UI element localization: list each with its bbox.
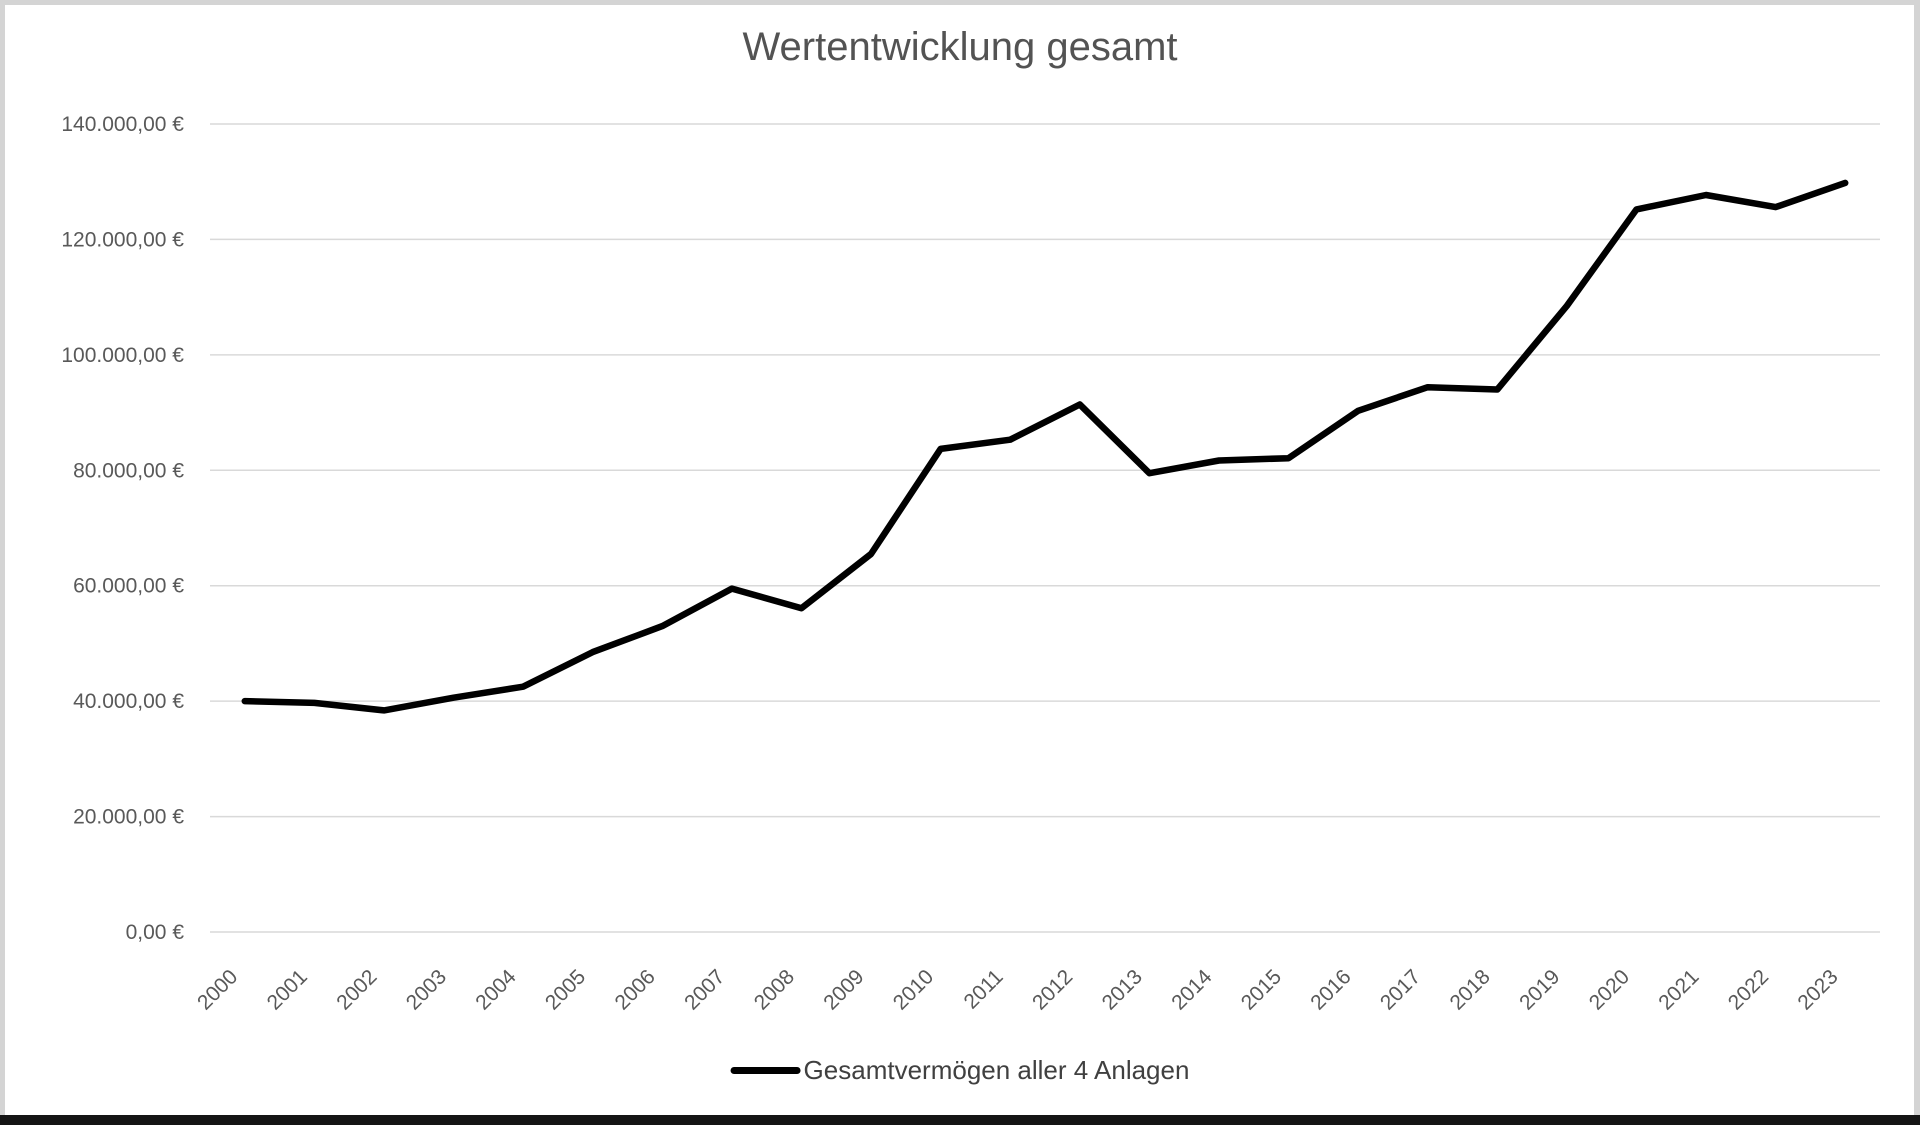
legend: Gesamtvermögen aller 4 Anlagen [730,1054,1190,1086]
x-tick-label: 2008 [750,965,799,1014]
y-tick-label: 20.000,00 € [73,806,184,829]
x-tick-label: 2009 [819,965,868,1014]
y-tick-label: 100.000,00 € [61,344,184,367]
chart-title: Wertentwicklung gesamt [742,25,1178,69]
window-border-top [0,0,1920,5]
y-tick-label: 140.000,00 € [61,113,184,136]
x-tick-label: 2014 [1167,965,1217,1015]
x-tick-label: 2002 [332,965,381,1014]
x-tick-label: 2021 [1654,965,1703,1014]
x-tick-label: 2000 [193,965,242,1014]
y-tick-label: 60.000,00 € [73,575,184,598]
x-tick-label: 2010 [889,965,938,1014]
legend-series-label: Gesamtvermögen aller 4 Anlagen [803,1054,1190,1085]
window-border-bottom [0,1115,1920,1125]
series-line [241,179,1849,714]
y-axis-labels-group: 140.000,00 € 120.000,00 € 100.000,00 € 80.0… [61,113,184,944]
x-tick-label: 2012 [1028,965,1077,1014]
y-tick-label: 40.000,00 € [73,690,184,713]
x-tick-label: 2007 [680,965,729,1014]
x-tick-label: 2016 [1306,965,1355,1014]
window-border-left [0,0,5,1125]
window-border-right [1914,0,1920,1125]
x-tick-label: 2023 [1793,965,1842,1014]
x-axis-labels-group: 2000 2001 2002 2003 2004 2005 2006 2007 2008 2009… [193,965,1843,1015]
x-tick-label: 2011 [960,965,1008,1013]
x-tick-label: 2018 [1446,965,1495,1014]
series-group [241,179,1849,714]
x-tick-label: 2019 [1515,965,1564,1014]
y-tick-label: 0,00 € [126,921,185,944]
x-tick-label: 2004 [471,965,521,1015]
y-tick-label: 120.000,00 € [61,228,184,251]
x-tick-label: 2015 [1237,965,1286,1014]
x-tick-label: 2017 [1376,965,1425,1014]
x-tick-label: 2001 [263,965,312,1014]
y-tick-label: 80.000,00 € [73,459,184,482]
x-tick-label: 2003 [402,965,451,1014]
x-tick-label: 2006 [611,965,660,1014]
legend-line-swatch [730,1066,801,1074]
x-tick-label: 2013 [1098,965,1147,1014]
x-tick-label: 2022 [1724,965,1773,1014]
x-tick-label: 2020 [1585,965,1634,1014]
x-tick-label: 2005 [541,965,590,1014]
gridlines-group [210,123,1880,933]
